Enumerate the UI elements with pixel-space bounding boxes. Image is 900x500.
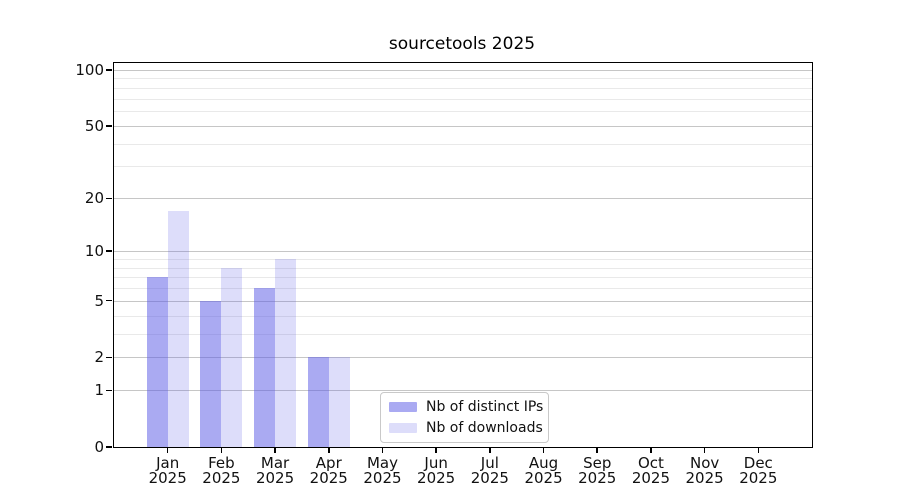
bar-downloads — [167, 210, 189, 447]
x-axis-tick-label: Oct — [637, 454, 664, 472]
legend-label-downloads: Nb of downloads — [426, 420, 543, 436]
y-axis-tick-label: 1 — [94, 381, 104, 400]
y-axis-tick-label: 50 — [84, 116, 104, 135]
x-axis-tick-label: Feb — [208, 454, 235, 472]
y-axis-tick — [106, 197, 112, 200]
x-axis-tick — [166, 447, 169, 453]
x-axis-tick-label: Jun — [424, 454, 448, 472]
y-axis-tick — [106, 356, 112, 358]
grid-line-minor — [114, 88, 812, 89]
x-axis-tick-label: Sep — [583, 454, 612, 472]
grid-line-minor — [114, 288, 812, 290]
grid-line-minor — [114, 267, 812, 269]
grid-line-major — [114, 198, 812, 200]
x-axis-tick-label: Apr — [315, 454, 342, 472]
plot-area: 100 50 20 10 5 2 1 0 Jan 2025 Feb 2025 Mar 2025 Apr 202… — [75, 61, 813, 486]
grid-line-major — [114, 300, 812, 302]
x-axis-tick-label: 2025 — [739, 469, 778, 487]
x-axis-tick-label: Mar — [260, 454, 290, 472]
y-axis-tick — [106, 446, 112, 448]
grid-line-major — [114, 125, 812, 127]
x-axis-tick-label: Aug — [528, 454, 559, 472]
x-axis-tick-label: Nov — [689, 454, 720, 472]
bar-distinct-ips — [254, 288, 276, 447]
y-axis-tick — [106, 125, 112, 127]
x-axis-tick-label: 2025 — [685, 469, 724, 487]
legend-item-downloads: Nb of downloads — [389, 420, 543, 436]
grid-line-minor — [114, 78, 812, 80]
grid-line-minor — [114, 111, 812, 113]
x-axis-tick — [489, 447, 491, 453]
y-axis-tick — [106, 389, 112, 392]
grid-line-major — [114, 251, 812, 253]
y-axis-tick-label: 10 — [84, 242, 104, 261]
grid-line-major — [114, 69, 812, 71]
grid-line-minor — [114, 315, 812, 317]
x-axis-tick-label: May — [366, 454, 398, 472]
x-axis-tick-label: Jan — [156, 454, 180, 472]
bar-distinct-ips — [307, 357, 329, 447]
x-axis-tick — [328, 447, 330, 453]
bar-downloads — [221, 267, 243, 447]
x-axis-tick-label: 2025 — [417, 469, 456, 487]
legend-label-distinct-ips: Nb of distinct IPs — [426, 399, 544, 415]
legend-swatch-downloads-icon — [389, 423, 417, 433]
x-axis-tick — [381, 447, 384, 453]
x-axis-tick-label: 2025 — [363, 469, 402, 487]
x-axis-tick-label: 2025 — [470, 469, 509, 487]
x-axis-tick-label: 2025 — [309, 469, 348, 487]
x-axis-tick-label: Dec — [743, 454, 773, 472]
x-axis-tick — [274, 447, 276, 453]
x-axis-tick — [757, 447, 760, 453]
y-axis-tick-label: 5 — [94, 291, 104, 310]
x-axis-tick — [703, 447, 706, 453]
chart-title: sourcetools 2025 — [388, 34, 536, 54]
y-axis-tick — [106, 69, 112, 71]
x-axis-tick-label: 2025 — [255, 469, 295, 487]
x-axis-tick-label: 2025 — [202, 469, 241, 487]
grid-line-minor — [114, 143, 812, 145]
x-axis-tick — [435, 447, 437, 453]
x-axis-tick — [220, 447, 223, 453]
x-axis-tick-label: 2025 — [148, 469, 187, 487]
y-axis-tick — [106, 299, 112, 302]
grid-line-minor — [114, 98, 812, 100]
legend: Nb of distinct IPs Nb of downloads — [380, 392, 549, 443]
legend-swatch-distinct-ips-icon — [389, 402, 417, 412]
y-axis-tick — [106, 250, 112, 252]
bar-downloads — [275, 258, 297, 447]
grid-line-minor — [114, 333, 812, 335]
grid-line-major — [114, 390, 812, 392]
x-axis-tick — [596, 447, 598, 453]
grid-line-minor — [114, 166, 812, 168]
bar-downloads — [328, 357, 350, 447]
legend-item-distinct-ips: Nb of distinct IPs — [389, 399, 543, 415]
y-axis-tick-label: 0 — [94, 438, 104, 456]
y-axis-tick-label: 2 — [94, 348, 104, 367]
x-axis-tick-label: 2025 — [578, 469, 617, 487]
x-axis-tick-label: Jul — [480, 454, 499, 472]
grid-line-minor — [114, 277, 812, 279]
bar-distinct-ips — [200, 300, 222, 447]
grid-line-major — [114, 357, 812, 359]
y-axis-tick-label: 20 — [84, 189, 104, 208]
grid-line-minor — [114, 258, 812, 260]
x-axis-tick — [542, 447, 545, 453]
x-axis-tick-label: 2025 — [524, 469, 563, 487]
x-axis-tick-label: 2025 — [631, 469, 671, 487]
y-axis-tick-label: 100 — [75, 60, 104, 79]
x-axis-tick — [650, 447, 652, 453]
bar-distinct-ips — [146, 277, 168, 447]
